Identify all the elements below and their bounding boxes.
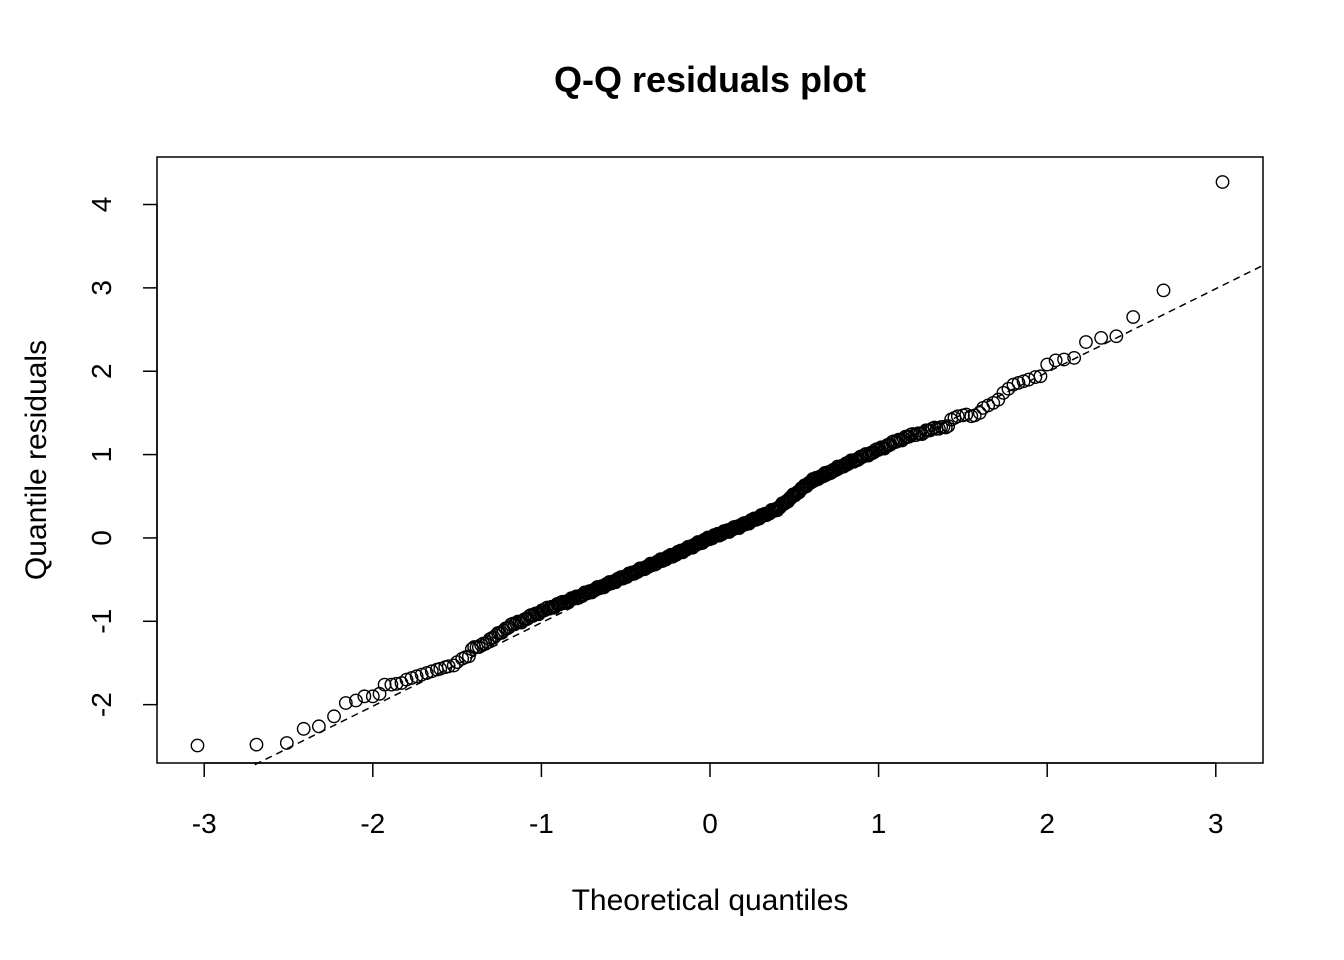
- data-point: [1048, 353, 1063, 368]
- x-tick-label: 3: [1208, 808, 1224, 839]
- chart-title: Q-Q residuals plot: [554, 59, 866, 100]
- data-point: [1126, 310, 1141, 324]
- y-tick-label: 3: [86, 280, 117, 296]
- data-point: [938, 420, 953, 435]
- data-point: [941, 419, 956, 433]
- data-point: [349, 693, 363, 708]
- data-point: [372, 686, 387, 701]
- data-point: [1040, 357, 1055, 372]
- y-tick-label: -2: [86, 692, 117, 717]
- points-layer: [190, 175, 1230, 753]
- x-tick-label: 2: [1039, 808, 1055, 839]
- data-point: [1033, 369, 1048, 384]
- reference-line: [254, 264, 1264, 766]
- y-axis-title: Quantile residuals: [20, 340, 53, 580]
- data-point: [950, 409, 965, 424]
- data-point: [311, 719, 326, 734]
- data-point: [1067, 350, 1082, 365]
- data-point: [1001, 381, 1016, 396]
- data-point: [996, 385, 1011, 400]
- data-point: [190, 738, 205, 753]
- x-tick-label: -1: [529, 808, 554, 839]
- data-point: [1057, 352, 1071, 367]
- y-tick-label: 4: [86, 197, 117, 213]
- data-point: [1215, 175, 1230, 189]
- y-tick-label: -1: [86, 609, 117, 634]
- data-point: [1028, 370, 1043, 384]
- plot-frame: [156, 156, 1264, 764]
- reference-line-layer: [254, 264, 1264, 766]
- data-point: [365, 689, 380, 704]
- x-tick-label: 1: [871, 808, 887, 839]
- y-axis: -2 -1 0 1 2 3 4: [86, 197, 158, 717]
- data-point: [327, 709, 341, 724]
- x-tick-label: -3: [192, 808, 217, 839]
- x-tick-label: 0: [702, 808, 718, 839]
- data-point: [1094, 330, 1109, 345]
- x-tick-label: -2: [360, 808, 385, 839]
- data-point: [1156, 283, 1171, 298]
- x-axis: -3 -2 -1 0 1 2 3: [192, 762, 1224, 839]
- data-point: [249, 737, 264, 752]
- data-point: [384, 677, 399, 692]
- y-tick-label: 0: [86, 530, 117, 546]
- data-point: [1109, 329, 1124, 344]
- data-point: [296, 721, 311, 736]
- x-axis-title: Theoretical quantiles: [572, 884, 849, 917]
- data-point: [279, 736, 294, 750]
- y-tick-label: 2: [86, 363, 117, 379]
- data-point: [1079, 335, 1093, 349]
- data-point: [357, 689, 372, 704]
- data-point: [338, 696, 353, 710]
- data-point: [446, 658, 461, 673]
- y-tick-label: 1: [86, 447, 117, 463]
